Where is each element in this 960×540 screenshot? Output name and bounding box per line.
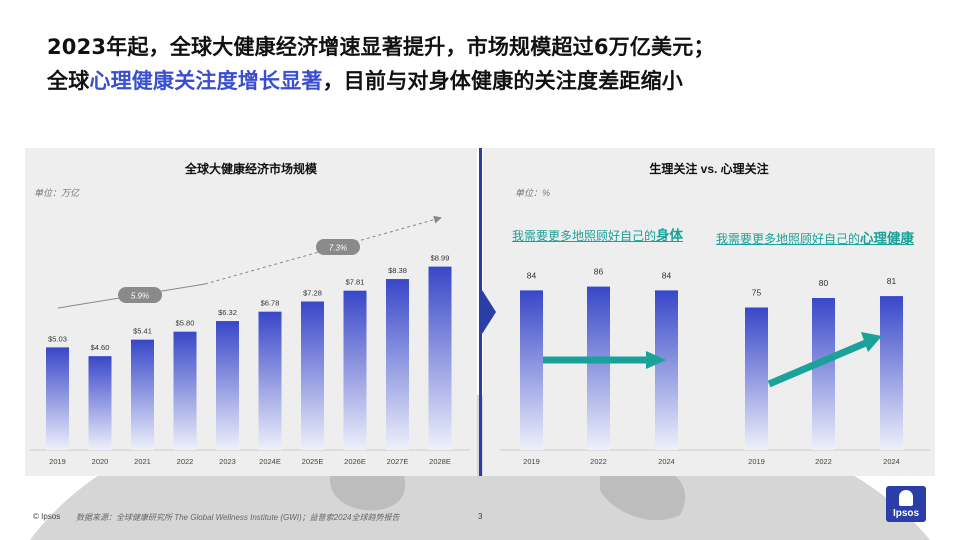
- body-care-value-label: 84: [662, 270, 672, 280]
- market-year-label: 2022: [177, 457, 194, 466]
- page-title: 2023年起，全球大健康经济增速显著提升，市场规模超过6万亿美元； 全球心理健康…: [47, 30, 715, 98]
- growth-rate-badge: [316, 239, 360, 255]
- mental-care-bar: [745, 307, 768, 450]
- mental-care-bar: [880, 296, 903, 450]
- market-year-label: 2021: [134, 457, 151, 466]
- market-bar-label: $8.38: [388, 266, 407, 275]
- mental-care-legend-bold: 心理健康: [860, 231, 915, 246]
- logo-mark: [899, 490, 913, 506]
- title-line-2-suffix: ，目前与对身体健康的关注度差距缩小: [322, 69, 684, 93]
- mental-care-value-label: 75: [752, 288, 762, 298]
- left-chart-unit: 单位：万亿: [34, 188, 80, 198]
- mental-care-value-label: 80: [819, 278, 829, 288]
- body-care-year-label: 2019: [523, 457, 540, 466]
- market-year-label: 2025E: [302, 457, 324, 466]
- rising-trend-arrowhead: [861, 332, 882, 352]
- market-bar: [301, 301, 324, 450]
- market-year-label: 2019: [49, 457, 66, 466]
- mental-care-year-label: 2024: [883, 457, 900, 466]
- body-care-bar: [587, 286, 610, 450]
- growth-rate-label: 7.3%: [329, 244, 347, 253]
- market-year-label: 2023: [219, 457, 236, 466]
- mental-care-year-label: 2022: [815, 457, 832, 466]
- market-bar-label: $5.03: [48, 334, 67, 343]
- left-chart-title: 全球大健康经济市场规模: [184, 162, 317, 176]
- market-year-label: 2028E: [429, 457, 451, 466]
- flat-trend-arrowhead: [646, 351, 666, 369]
- copyright: © Ipsos: [33, 512, 61, 521]
- market-bar-label: $5.80: [176, 319, 195, 328]
- rising-trend-arrow: [767, 338, 870, 388]
- mental-care-bar: [812, 298, 835, 450]
- page-number: 3: [478, 512, 483, 521]
- title-line-2-highlight: 心理健康关注度增长显著: [89, 69, 323, 93]
- body-care-legend: 我需要更多地照顾好自己的身体: [512, 224, 683, 244]
- body-care-legend-bold: 身体: [656, 228, 684, 243]
- chevron-right-icon: [482, 290, 496, 334]
- body-care-value-label: 84: [527, 270, 537, 280]
- market-year-label: 2026E: [344, 457, 366, 466]
- logo-text: Ipsos: [892, 508, 920, 519]
- market-bar: [428, 266, 452, 450]
- right-chart-unit: 单位：%: [515, 188, 551, 198]
- title-line-2: 全球心理健康关注度增长显著，目前与对身体健康的关注度差距缩小: [47, 64, 715, 98]
- body-care-bar: [520, 290, 543, 450]
- market-bar-label: $4.60: [91, 343, 110, 352]
- body-care-year-label: 2022: [590, 457, 607, 466]
- body-care-year-label: 2024: [658, 457, 675, 466]
- market-bar-label: $7.81: [346, 278, 365, 287]
- body-care-value-label: 86: [594, 267, 604, 277]
- market-bar: [343, 290, 367, 450]
- title-line-2-prefix: 全球: [47, 69, 90, 93]
- data-source: 数据来源：全球健康研究所 The Global Wellness Institu…: [76, 513, 400, 522]
- market-year-label: 2020: [92, 457, 109, 466]
- mental-care-legend-text: 我需要更多地照顾好自己的: [716, 232, 861, 246]
- attention-panel: [483, 148, 935, 476]
- market-bar: [131, 339, 154, 450]
- market-bar-label: $7.28: [303, 288, 322, 297]
- right-chart-title: 生理关注 vs. 心理关注: [649, 162, 769, 176]
- body-care-bar: [655, 290, 678, 450]
- mental-care-legend: 我需要更多地照顾好自己的心理健康: [716, 227, 914, 247]
- ipsos-logo: Ipsos: [886, 486, 926, 522]
- market-bar-label: $8.99: [431, 254, 450, 263]
- market-bar: [386, 279, 409, 450]
- body-care-legend-text: 我需要更多地照顾好自己的: [512, 229, 657, 243]
- title-line-1: 2023年起，全球大健康经济增速显著提升，市场规模超过6万亿美元；: [47, 35, 715, 59]
- market-bar-label: $6.78: [261, 299, 280, 308]
- market-bar: [216, 321, 239, 450]
- market-bar: [258, 311, 282, 450]
- market-bar: [88, 356, 112, 450]
- growth-rate-badge: [118, 287, 162, 303]
- growth-rate-label: 5.9%: [131, 292, 149, 301]
- mental-care-year-label: 2019: [748, 457, 765, 466]
- market-bar-label: $6.32: [218, 308, 237, 317]
- mental-care-value-label: 81: [887, 276, 897, 286]
- market-bar: [46, 347, 69, 450]
- market-year-label: 2027E: [387, 457, 409, 466]
- market-bar-label: $5.41: [133, 327, 152, 336]
- panel-divider: [479, 148, 482, 476]
- market-year-label: 2024E: [259, 457, 281, 466]
- market-bar: [173, 331, 197, 450]
